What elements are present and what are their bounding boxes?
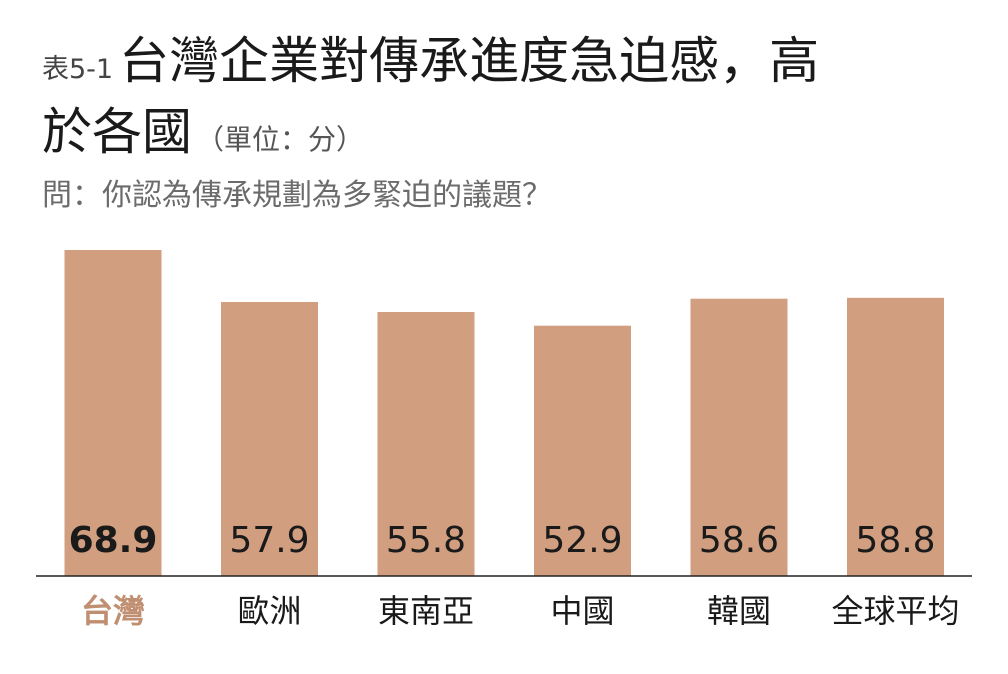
title-line-1: 表5-1 台灣企業對傳承進度急迫感，高 (42, 30, 972, 101)
category-label-1: 歐洲 (237, 592, 301, 630)
table-number: 表5-1 (42, 54, 114, 85)
category-label-3: 中國 (550, 592, 614, 630)
category-label-0: 台灣 (81, 592, 145, 630)
survey-question: 問：你認為傳承規劃為多緊迫的議題？ (42, 178, 552, 213)
bar-1 (221, 302, 318, 576)
bar-0 (64, 250, 162, 576)
unit-label: （單位：分） (196, 123, 365, 156)
value-label-1: 57.9 (229, 520, 309, 561)
chart-title: 表5-1 台灣企業對傳承進度急迫感，高 於各國 （單位：分） (42, 30, 972, 171)
title-line-2: 於各國 （單位：分） (42, 101, 972, 171)
bar-2 (377, 312, 475, 576)
bar-4 (690, 298, 788, 576)
bar-5 (847, 297, 944, 576)
value-label-2: 55.8 (386, 520, 466, 561)
category-label-4: 韓國 (707, 592, 771, 630)
bar-3 (534, 325, 631, 576)
value-label-5: 58.8 (855, 520, 935, 561)
value-labels-group: 68.9 57.9 55.8 52.9 58.6 58.8 (69, 520, 936, 561)
title-text-1: 台灣企業對傳承進度急迫感，高 (119, 32, 820, 90)
value-label-3: 52.9 (542, 520, 622, 561)
category-labels-group: 台灣 歐洲 東南亞 中國 韓國 全球平均 (81, 592, 960, 630)
value-label-0: 68.9 (69, 520, 158, 561)
bars-group (64, 250, 944, 576)
title-text-2: 於各國 (42, 103, 192, 161)
category-label-5: 全球平均 (831, 592, 959, 630)
category-label-2: 東南亞 (378, 592, 474, 630)
value-label-4: 58.6 (699, 520, 779, 561)
